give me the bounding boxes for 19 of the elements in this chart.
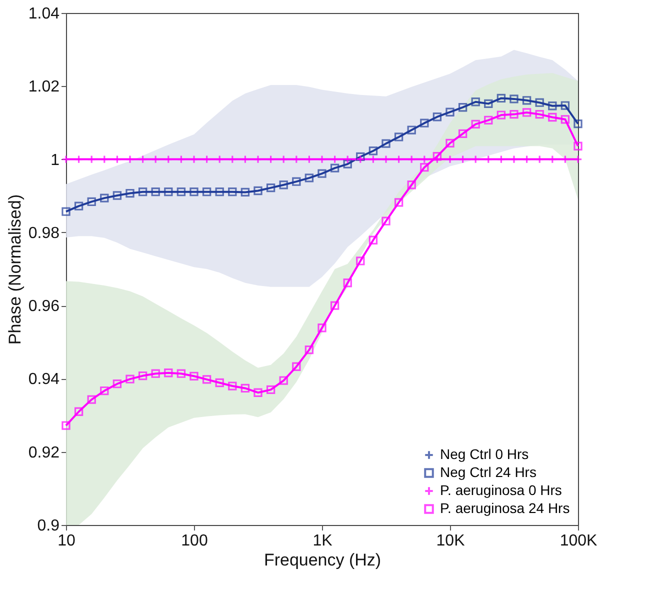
x-axis-title: Frequency (Hz) <box>264 550 382 570</box>
y-tick-label: 1.04 <box>28 6 60 22</box>
y-tick-label: 1.02 <box>28 78 60 96</box>
x-tick-label: 10 <box>58 532 76 550</box>
x-tick-label: 100K <box>560 532 598 550</box>
x-tick-label: 10K <box>436 532 466 550</box>
legend-label: Neg Ctrl 24 Hrs <box>440 464 536 480</box>
legend-label: Neg Ctrl 0 Hrs <box>440 446 529 462</box>
legend-label: P. aeruginosa 24 Hrs <box>440 500 570 516</box>
y-tick-label: 0.9 <box>37 518 60 534</box>
y-tick-label: 0.94 <box>28 371 60 388</box>
y-tick-label: 0.98 <box>28 224 60 242</box>
x-tick-label: 100 <box>181 532 208 550</box>
legend-label: P. aeruginosa 0 Hrs <box>440 482 562 498</box>
y-tick-label: 1 <box>50 152 60 169</box>
y-axis-title: Phase (Normalised) <box>5 194 24 345</box>
y-tick-label: 0.92 <box>28 444 60 462</box>
x-tick-label: 1K <box>312 532 333 550</box>
y-tick-label: 0.96 <box>28 298 60 316</box>
